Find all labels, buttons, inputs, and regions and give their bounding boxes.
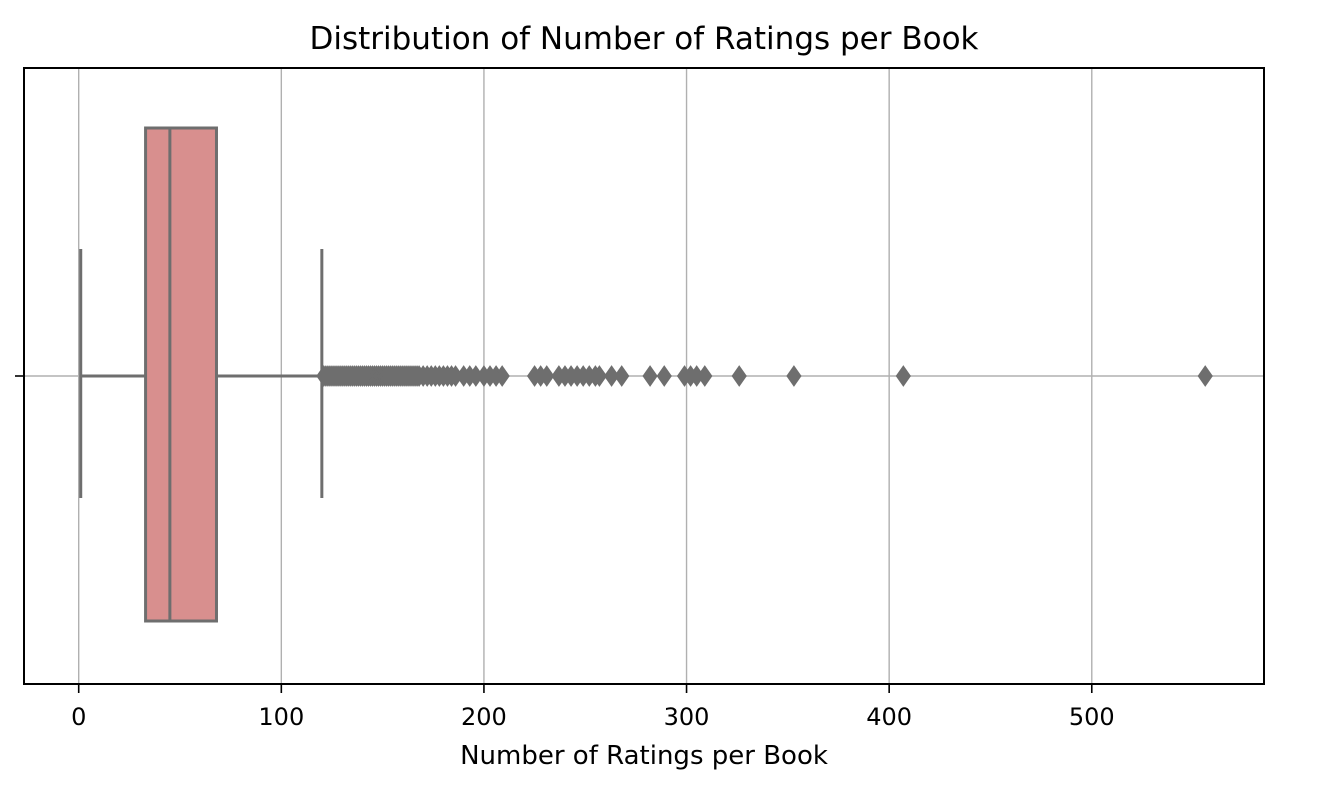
- x-tick-label: 400: [866, 703, 912, 731]
- outlier-point: [697, 365, 713, 387]
- outlier-points: [316, 365, 1213, 387]
- outlier-point: [656, 365, 672, 387]
- iqr-box: [144, 126, 218, 623]
- x-tick-label: 100: [258, 703, 304, 731]
- outlier-point: [731, 365, 747, 387]
- x-tick-label: 0: [71, 703, 86, 731]
- x-axis-ticks: 0 100 200 300 400 500: [71, 684, 1115, 731]
- x-tick-label: 300: [664, 703, 710, 731]
- outlier-point: [895, 365, 911, 387]
- x-tick-label: 500: [1069, 703, 1115, 731]
- x-tick-label: 200: [461, 703, 507, 731]
- outlier-point: [642, 365, 658, 387]
- outlier-point: [786, 365, 802, 387]
- box-plot: [79, 126, 324, 623]
- chart-title: Distribution of Number of Ratings per Bo…: [309, 21, 978, 57]
- outlier-point: [494, 365, 510, 387]
- outlier-point: [614, 365, 630, 387]
- outlier-point: [591, 365, 608, 387]
- outlier-point: [1197, 365, 1213, 387]
- outlier-point: [603, 365, 620, 387]
- outlier-point: [539, 365, 555, 387]
- x-axis-label: Number of Ratings per Book: [460, 741, 828, 771]
